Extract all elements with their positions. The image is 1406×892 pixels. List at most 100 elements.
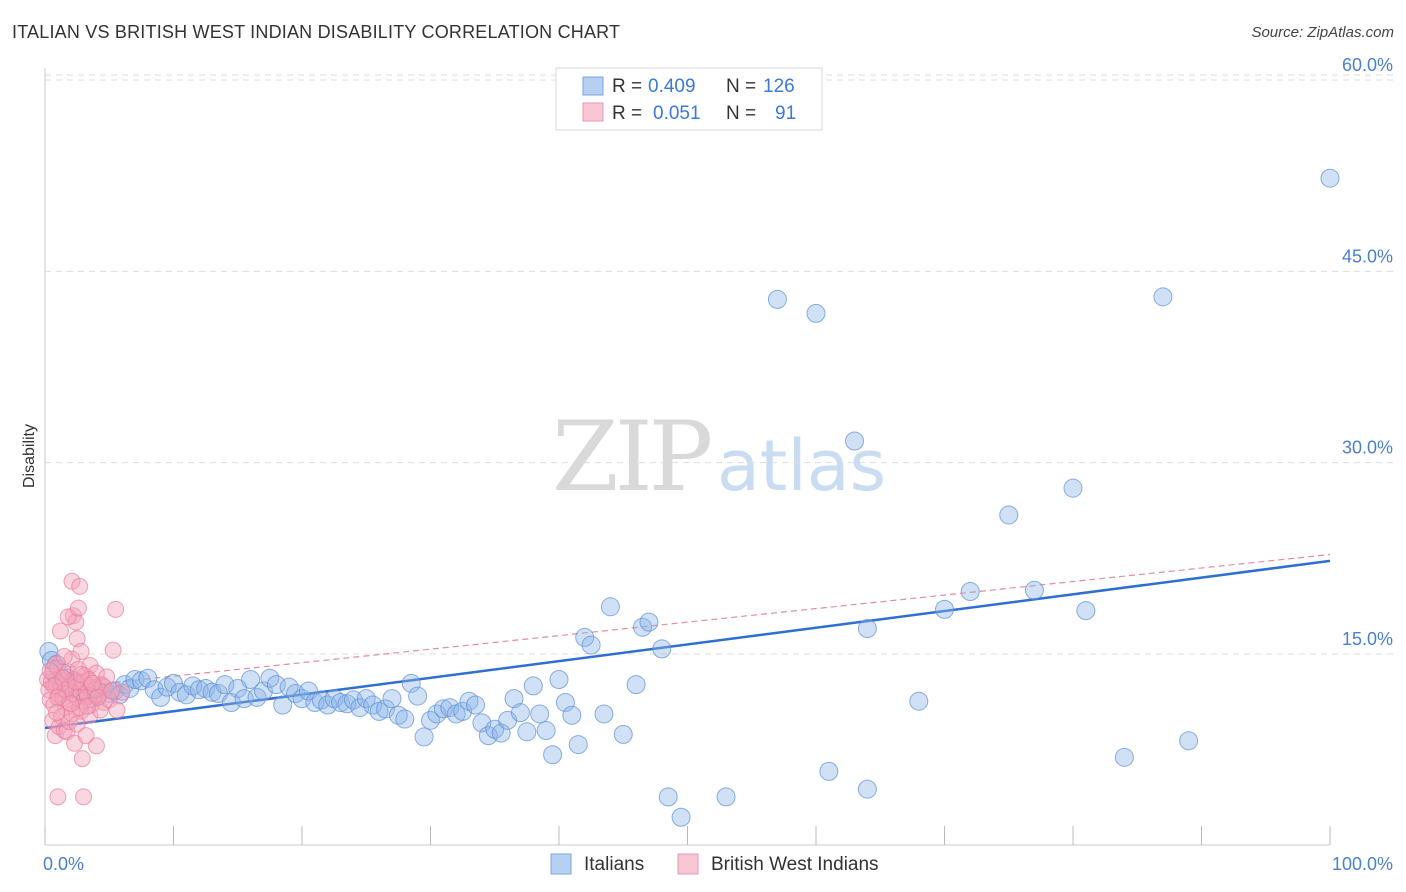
point-italians-106 [658, 787, 678, 807]
gridlines [45, 74, 1395, 655]
point-italians-71 [408, 686, 428, 706]
point-italians-118 [999, 505, 1019, 525]
point-british-west-indians-90 [49, 688, 67, 706]
y-tick-label-1: 30.0% [1342, 438, 1393, 458]
bottom-legend: Italians British West Indians [550, 853, 879, 875]
point-british-west-indians-89 [45, 677, 63, 695]
point-italians-41 [215, 675, 235, 695]
point-italians-120 [1063, 478, 1083, 498]
point-italians-104 [639, 612, 659, 632]
point-british-west-indians-51 [73, 750, 91, 768]
point-italians-45 [241, 670, 261, 690]
point-british-west-indians-62 [68, 630, 86, 648]
point-italians-84 [491, 723, 511, 743]
bottom-legend-italians: Italians [584, 854, 644, 875]
point-italians-122 [1114, 747, 1134, 767]
point-italians-86 [504, 689, 524, 709]
point-british-west-indians-69 [55, 648, 73, 666]
legend-r-label-2: R = [612, 103, 642, 124]
point-british-west-indians-66 [104, 641, 122, 659]
point-italians-114 [857, 779, 877, 799]
point-italians-119 [1024, 580, 1044, 600]
point-british-west-indians-86 [89, 688, 107, 706]
point-italians-109 [767, 289, 787, 309]
point-italians-90 [530, 704, 550, 724]
point-italians-96 [568, 735, 588, 755]
point-italians-70 [401, 673, 421, 693]
x-tick-label-1: 100.0% [1332, 854, 1393, 874]
point-italians-29 [138, 668, 158, 688]
source-label: Source: ZipAtlas.com [1251, 24, 1394, 41]
axes [44, 68, 1331, 846]
point-british-west-indians-83 [72, 665, 90, 683]
point-italians-124 [1179, 731, 1199, 751]
point-italians-116 [935, 599, 954, 619]
legend-swatch-pink [582, 102, 604, 122]
y-tick-label-2: 45.0% [1342, 246, 1393, 266]
point-italians-101 [613, 724, 633, 744]
point-british-west-indians-56 [49, 788, 67, 806]
point-italians-75 [433, 699, 453, 719]
legend-swatch-blue [582, 76, 604, 96]
legend-n-value-2: 91 [775, 103, 796, 124]
y-tick-label-3: 60.0% [1342, 55, 1393, 75]
x-tick-labels: 0.0% 100.0% [43, 854, 1393, 874]
point-british-west-indians-59 [71, 577, 89, 595]
point-italians-102 [626, 675, 646, 695]
point-british-west-indians-88 [103, 682, 121, 700]
point-italians-111 [819, 761, 839, 781]
point-italians-99 [594, 704, 614, 724]
bottom-legend-swatch-bwi [677, 853, 699, 875]
point-italians-125 [1320, 168, 1340, 188]
legend-n-label-2: N = [726, 103, 756, 124]
y-tick-label-0: 15.0% [1342, 629, 1393, 649]
point-british-west-indians-49 [68, 715, 86, 733]
legend-r-value-1: 0.409 [648, 76, 696, 97]
series-british-west-indians [39, 572, 131, 806]
point-italians-89 [523, 676, 543, 696]
trend-line-british-west-indians [44, 553, 1331, 691]
point-italians-108 [716, 787, 736, 807]
watermark-zip: ZIP [552, 401, 711, 513]
bottom-legend-swatch-italians [550, 853, 572, 875]
point-italians-67 [382, 689, 402, 709]
point-italians-95 [562, 705, 582, 725]
point-british-west-indians-64 [72, 642, 90, 660]
point-italians-31 [151, 687, 171, 707]
point-italians-87 [510, 703, 530, 723]
x-tick-label-0: 0.0% [43, 854, 84, 874]
watermark: ZIP atlas [552, 401, 886, 513]
y-axis-label: Disability [21, 424, 38, 488]
trend-lines [44, 553, 1331, 730]
watermark-atlas: atlas [717, 425, 886, 507]
point-british-west-indians-68 [69, 599, 87, 617]
point-italians-100 [600, 597, 620, 617]
point-british-west-indians-57 [75, 788, 93, 806]
point-british-west-indians-63 [51, 622, 69, 640]
point-italians-115 [909, 691, 929, 711]
point-italians-107 [671, 807, 691, 827]
point-british-west-indians-78 [48, 704, 66, 722]
point-british-west-indians-65 [107, 600, 125, 618]
point-italians-53 [292, 689, 312, 709]
point-italians-42 [221, 692, 241, 712]
point-italians-24 [110, 685, 130, 705]
point-italians-112 [845, 431, 865, 451]
point-british-west-indians-52 [77, 727, 95, 745]
point-italians-121 [1076, 601, 1096, 621]
point-italians-98 [581, 635, 601, 655]
point-italians-117 [960, 581, 980, 601]
point-italians-93 [549, 670, 569, 690]
legend: R = 0.409 N = 126 R = 0.051 N = 91 [555, 67, 823, 131]
point-italians-69 [395, 709, 415, 729]
legend-n-label-1: N = [726, 76, 756, 97]
legend-r-value-2: 0.051 [653, 103, 701, 124]
point-italians-123 [1153, 287, 1173, 307]
point-italians-92 [543, 745, 563, 765]
point-italians-26 [120, 678, 140, 698]
point-italians-105 [652, 639, 672, 659]
y-tick-labels: 15.0% 30.0% 45.0% 60.0% [1342, 55, 1393, 649]
trend-line-italians [44, 559, 1331, 730]
point-italians-91 [536, 721, 556, 741]
